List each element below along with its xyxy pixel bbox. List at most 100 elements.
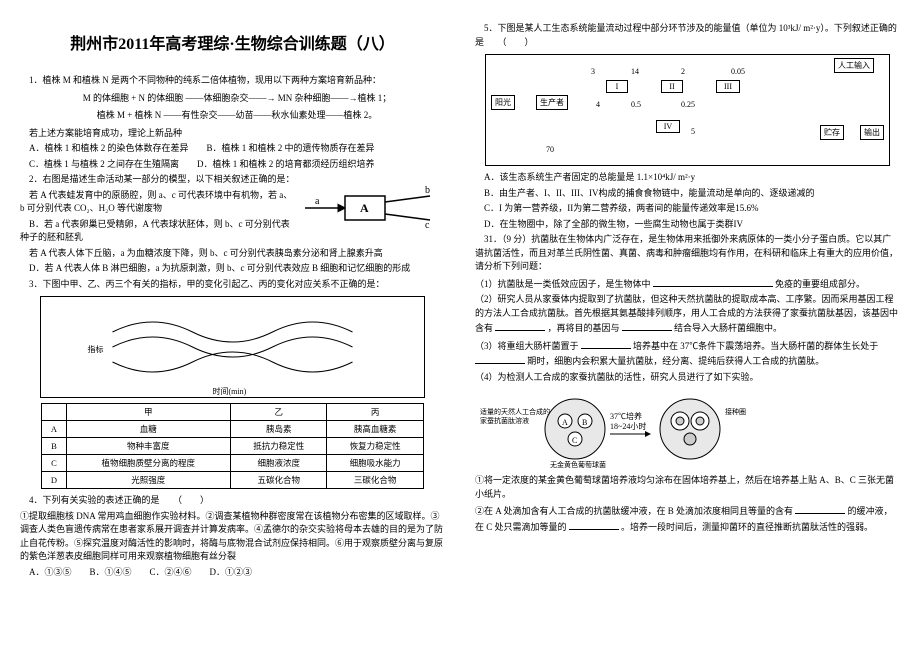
box-input: 人工输入: [834, 58, 874, 73]
q1-sub: 若上述方案能培育成功，理论上新品种: [20, 127, 445, 141]
val-05: 0.5: [631, 100, 641, 109]
label-c: c: [425, 220, 430, 231]
q31-p3: （3）将重组大肠杆菌置于 培养基中在 37℃条件下震荡培养。当大肠杆菌的群体生长…: [475, 338, 900, 369]
q31-p1-text: （1）抗菌肽是一类低效应因子，是生物体中: [475, 279, 651, 289]
q5-diagram: 阳光 生产者 I II III IV 贮存 输出 人工输入 3 14 70 0.…: [485, 54, 890, 166]
q5-b: B．由生产者、I、II、III、IV构成的捕食食物链中，能量流动是单向的、逐级递…: [475, 187, 900, 201]
blank-4: [581, 338, 631, 349]
q31-p3-text: （3）将重组大肠杆菌置于: [475, 341, 579, 351]
q1-formula-1: M 的体细胞 + N 的体细胞 ——体细胞杂交——→ MN 杂种细胞——→植株 …: [20, 92, 445, 106]
box-a-label: A: [360, 201, 369, 215]
cell-d1: 光照强度: [66, 472, 231, 489]
cell-b1: 物种丰富度: [66, 438, 231, 455]
q31-p1: （1）抗菌肽是一类低效应因子，是生物体中 免疫的重要组成部分。: [475, 276, 900, 292]
petri-label-3: 接种圈: [725, 407, 746, 416]
box-ii: II: [661, 80, 683, 93]
q5-stem: 5．下图是某人工生态系统能量流动过程中部分环节涉及的能量值（单位为 10³kJ/…: [475, 22, 900, 49]
val-3: 3: [591, 67, 595, 76]
th-bing: 丙: [327, 404, 423, 421]
cell-a0: A: [42, 421, 66, 438]
cell-a1: 血糖: [66, 421, 231, 438]
val-2: 2: [681, 67, 685, 76]
petri-diagram: A B C 37℃培养 18~24小时 接种圈 适量的天然人工合成的 家蚕抗菌肽…: [475, 389, 900, 469]
cell-d0: D: [42, 472, 66, 489]
box-sun: 阳光: [491, 95, 515, 110]
cell-a3: 胰高血糖素: [327, 421, 423, 438]
label-b: b: [425, 185, 430, 196]
petri-label-4: 无金黄色葡萄球菌: [550, 460, 606, 469]
right-column: 5．下图是某人工生态系统能量流动过程中部分环节涉及的能量值（单位为 10³kJ/…: [475, 20, 900, 581]
q31-p3-mid: 培养基中在 37℃条件下震荡培养。当大肠杆菌的群体生长处于: [633, 341, 878, 351]
box-i: I: [606, 80, 628, 93]
left-column: 荆州市2011年高考理综·生物综合训练题（八） 1．植株 M 和植株 N 是两个…: [20, 20, 445, 581]
q4-items: ①提取细胞核 DNA 常用鸡血细胞作实验材料。②调查某植物种群密度常在该植物分布…: [20, 510, 445, 564]
th-jia: 甲: [66, 404, 231, 421]
th-yi: 乙: [231, 404, 327, 421]
q4-stem: 4．下列有关实验的表述正确的是 （ ）: [20, 494, 445, 508]
q1-formula-2: 植株 M + 植株 N ——有性杂交——幼苗——秋水仙素处理——植株 2。: [20, 109, 445, 123]
q3-table: 甲 乙 丙 A 血糖 胰岛素 胰高血糖素 B 物种丰富度 抵抗力稳定性 恢复力稳…: [41, 403, 424, 489]
q31-p4: （4）为检测人工合成的家蚕抗菌肽的活性，研究人员进行了如下实验。: [475, 371, 900, 385]
q31-step1: ①将一定浓度的某金黄色葡萄球菌培养液均匀涂布在固体培养基上，然后在培养基上贴 A…: [475, 474, 900, 501]
petri-label-2: 37℃培养: [610, 411, 642, 421]
blank-3: [622, 320, 672, 331]
val-4: 4: [596, 100, 600, 109]
q3-chart: 指标 时间(min): [40, 296, 425, 398]
q1-opt-a: A．植株 1 和植株 2 的染色体数存在差异 B．植株 1 和植株 2 中的遗传…: [20, 142, 445, 156]
q31-step2-end: 。培养一段时间后，测量抑菌环的直径推断抗菌肽活性的强弱。: [621, 522, 873, 532]
page-title: 荆州市2011年高考理综·生物综合训练题（八）: [20, 30, 445, 54]
q5-d: D．在生物圈中，除了全部的微生物，一些腐生动物也属于类群IV: [475, 218, 900, 232]
q1-stem: 1．植株 M 和植株 N 是两个不同物种的纯系二倍体植物，现用以下两种方案培育新…: [20, 74, 445, 88]
q31-p2-end2: 结合导入大肠杆菌细胞中。: [674, 323, 782, 333]
cell-c3: 细胞吸水能力: [327, 455, 423, 472]
q31-p2: （2）研究人员从家蚕体内提取到了抗菌肽，但这种天然抗菌肽的提取成本高、工序繁。因…: [475, 293, 900, 336]
blank-5: [475, 353, 525, 364]
q31-step2: ②在 A 处滴加含有人工合成的抗菌肽缓冲液，在 B 处滴加浓度相同且等量的含有 …: [475, 503, 900, 534]
val-005: 0.05: [731, 67, 745, 76]
box-iii: III: [716, 80, 740, 93]
cell-d2: 五碳化合物: [231, 472, 327, 489]
box-storage: 贮存: [820, 125, 844, 140]
q3-stem: 3．下图中甲、乙、丙三个有关的指标，甲的变化引起乙、丙的变化对应关系不正确的是：: [20, 278, 445, 292]
svg-text:C: C: [572, 436, 577, 445]
box-output: 输出: [860, 125, 884, 140]
blank-1: [653, 276, 773, 287]
box-iv: IV: [656, 120, 680, 133]
q2-d: D．若 A 代表人体 B 淋巴细胞，a 为抗原刺激，则 b、c 可分别代表效应 …: [20, 262, 445, 276]
cell-c1: 植物细胞质壁分离的程度: [66, 455, 231, 472]
cell-b2: 抵抗力稳定性: [231, 438, 327, 455]
q31-p1-end: 免疫的重要组成部分。: [775, 279, 865, 289]
blank-6: [795, 503, 845, 514]
cell-d3: 三碳化合物: [327, 472, 423, 489]
val-5: 5: [691, 127, 695, 136]
box-prod: 生产者: [536, 95, 568, 110]
cell-b0: B: [42, 438, 66, 455]
q2-c: 若 A 代表人体下丘脑，a 为血糖浓度下降，则 b、c 可分别代表胰岛素分泌和肾…: [20, 247, 445, 261]
val-14: 14: [631, 67, 639, 76]
blank-2: [495, 320, 545, 331]
val-025: 0.25: [681, 100, 695, 109]
petri-label-1a: 适量的天然人工合成的: [480, 407, 550, 416]
cell-c0: C: [42, 455, 66, 472]
cell-a2: 胰岛素: [231, 421, 327, 438]
q31-stem: 31．（9 分）抗菌肽在生物体内广泛存在，是生物体用来抵御外来病原体的一类小分子…: [475, 233, 900, 274]
q4-opts: A．①③⑤ B．①④⑤ C．②④⑥ D．①②③: [20, 566, 445, 580]
q31-step2-text: ②在 A 处滴加含有人工合成的抗菌肽缓冲液，在 B 处滴加浓度相同且等量的含有: [475, 506, 793, 516]
q2-diagram: a A b c: [300, 178, 440, 238]
petri-label-1b: 家蚕抗菌肽溶液: [480, 416, 529, 425]
svg-text:18~24小时: 18~24小时: [610, 421, 646, 431]
q5-a: A．该生态系统生产者固定的总能量是 1.1×10⁴kJ/ m²·y: [475, 171, 900, 185]
q5-c: C．I 为第一营养级，II为第二营养级，两者间的能量传递效率是15.6%: [475, 202, 900, 216]
label-a: a: [315, 196, 320, 207]
th-blank: [42, 404, 66, 421]
q31-p3-end: 期时，细胞内会积累大量抗菌肽，经分离、提纯后获得人工合成的抗菌肽。: [527, 356, 824, 366]
q1-opt-c: C．植株 1 与植株 2 之间存在生殖隔离 D．植株 1 和植株 2 的培育都须…: [20, 158, 445, 172]
q31-p2-end: ，再将目的基因与: [548, 323, 620, 333]
svg-text:A: A: [562, 418, 568, 427]
y-axis-label: 指标: [88, 344, 104, 354]
cell-c2: 细胞液浓度: [231, 455, 327, 472]
x-axis-label: 时间(min): [213, 386, 247, 396]
svg-text:B: B: [582, 418, 587, 427]
cell-b3: 恢复力稳定性: [327, 438, 423, 455]
blank-7: [569, 519, 619, 530]
